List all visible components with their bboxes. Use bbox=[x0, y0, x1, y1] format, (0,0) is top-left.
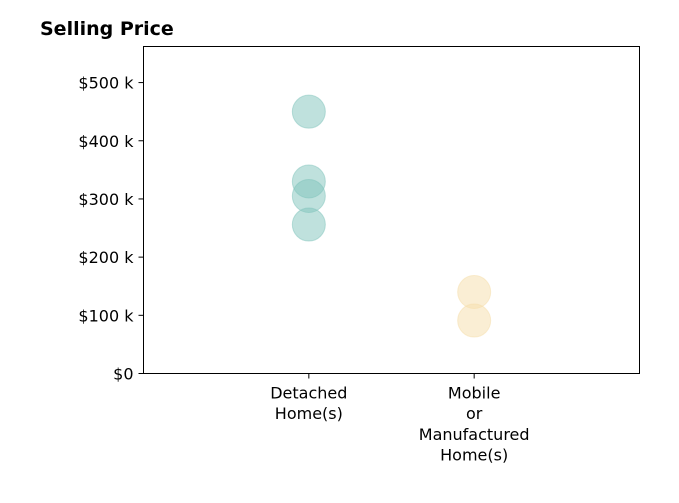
x-tick-label: Detached Home(s) bbox=[270, 384, 347, 424]
y-tick-label: $300 k bbox=[78, 190, 134, 209]
y-tick-label: $100 k bbox=[78, 306, 134, 325]
data-point bbox=[457, 303, 492, 338]
x-tick-label-line: Home(s) bbox=[275, 404, 343, 423]
x-tick-label-line: Manufactured bbox=[419, 425, 530, 444]
x-tick-label-line: or bbox=[466, 404, 483, 423]
x-tick-label-line: Home(s) bbox=[440, 446, 508, 465]
y-tick-label: $500 k bbox=[78, 74, 134, 93]
chart-marks bbox=[291, 94, 492, 338]
chart-title: Selling Price bbox=[40, 18, 174, 40]
x-tick-label-line: Detached bbox=[270, 384, 347, 403]
data-point bbox=[291, 94, 326, 129]
y-axis: $0 $100 k $200 k $300 k $400 k $500 k bbox=[78, 74, 144, 384]
y-tick-label: $200 k bbox=[78, 248, 134, 267]
x-axis: Detached Home(s)Mobile or Manufactured Home(… bbox=[270, 373, 530, 465]
x-tick-label-line: Mobile bbox=[448, 384, 500, 403]
plot-frame bbox=[143, 46, 640, 374]
y-tick-label: $0 bbox=[113, 365, 133, 384]
x-tick-label: Mobile or Manufactured Home(s) bbox=[419, 384, 530, 465]
data-point bbox=[291, 207, 326, 242]
y-tick-label: $400 k bbox=[78, 132, 134, 151]
